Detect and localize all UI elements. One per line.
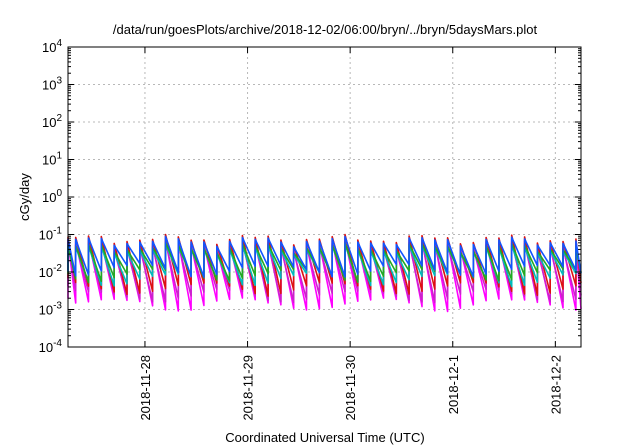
y-tick-label: 103 — [42, 76, 62, 93]
y-tick-exponent: 2 — [56, 113, 62, 124]
y-tick-label: 10-3 — [39, 301, 63, 318]
y-tick-exponent: 3 — [56, 76, 62, 87]
y-tick-exponent: -2 — [53, 263, 62, 274]
y-tick-exponent: -1 — [53, 226, 62, 237]
y-axis-label: cGy/day — [17, 173, 32, 221]
series-line — [67, 233, 582, 297]
y-tick-label: 10-1 — [39, 226, 63, 243]
y-tick-exponent: 0 — [56, 188, 62, 199]
y-tick-label: 101 — [42, 151, 62, 168]
x-tick-label: 2018-11-29 — [241, 355, 256, 421]
series-line — [67, 235, 582, 278]
y-tick-exponent: -4 — [53, 338, 62, 349]
y-tick-label: 10-4 — [39, 338, 63, 355]
y-tick-label: 104 — [42, 38, 62, 55]
y-tick-label: 10-2 — [39, 263, 63, 280]
x-tick-label: 2018-11-28 — [138, 355, 153, 421]
chart-title: /data/run/goesPlots/archive/2018-12-02/0… — [113, 22, 538, 37]
grid — [68, 47, 581, 347]
series-line — [67, 237, 582, 313]
x-tick-label: 2018-12-1 — [446, 355, 461, 414]
x-axis-label: Coordinated Universal Time (UTC) — [225, 430, 424, 445]
y-tick-label: 102 — [42, 113, 62, 130]
y-tick-exponent: 1 — [56, 151, 62, 162]
series-group — [67, 233, 582, 313]
x-tick-label: 2018-11-30 — [343, 355, 358, 421]
x-tick-label: 2018-12-2 — [548, 355, 563, 414]
y-tick-exponent: -3 — [53, 301, 62, 312]
y-tick-exponent: 4 — [56, 38, 62, 49]
y-tick-label: 100 — [42, 188, 62, 205]
x-axis: 2018-11-28 2018-11-29 2018-11-30 2018-12-1 2… — [138, 47, 563, 421]
